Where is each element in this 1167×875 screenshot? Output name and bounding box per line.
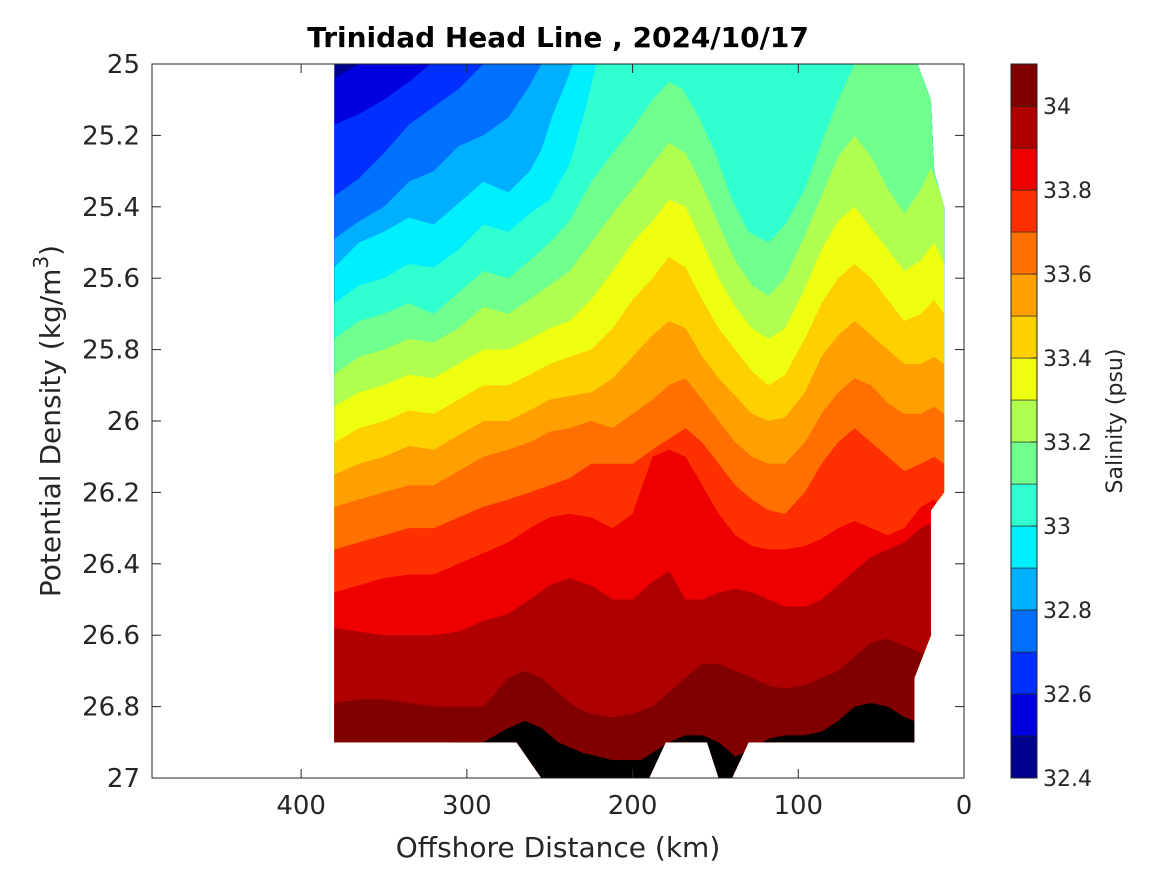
colorbar-tick-label: 33.2 (1043, 431, 1092, 456)
colorbar-tick-label: 34 (1043, 95, 1071, 120)
x-tick-label: 400 (276, 791, 326, 821)
y-tick-label: 25.4 (82, 193, 140, 223)
colorbar-segment (1010, 231, 1038, 275)
colorbar-segment (1010, 105, 1038, 149)
colorbar-segment (1010, 609, 1038, 653)
colorbar-ticks: 32.4 32.6 32.8 33 33.2 33.4 33.6 33.8 34 (1031, 95, 1092, 792)
colorbar-segment (1010, 147, 1038, 191)
y-tick-label: 26 (107, 407, 140, 437)
y-axis-label: Potential Density (kg/m3) (29, 245, 67, 597)
colorbar-label: Salinity (psu) (1103, 349, 1128, 494)
colorbar-segment (1010, 189, 1038, 233)
x-tick-label: 200 (608, 791, 658, 821)
colorbar-frame (1010, 63, 1038, 779)
colorbar (1010, 63, 1038, 779)
colorbar-tick-label: 33 (1043, 515, 1071, 540)
colorbar-tick-label: 32.8 (1043, 599, 1092, 624)
colorbar-segment (1010, 483, 1038, 527)
contour-fills (334, 64, 945, 778)
colorbar-tick-label: 33.6 (1043, 263, 1092, 288)
colorbar-segment (1010, 315, 1038, 359)
y-tick-label: 26.4 (82, 550, 140, 580)
plot-area (152, 64, 964, 778)
colorbar-tick-label: 33.8 (1043, 179, 1092, 204)
y-axis: 25 25.2 25.4 25.6 25.8 26 26.2 26.4 26.6 26.8 27 (82, 50, 964, 794)
colorbar-segment (1010, 441, 1038, 485)
y-tick-label: 25.2 (82, 121, 140, 151)
chart-title: Trinidad Head Line , 2024/10/17 (307, 21, 809, 54)
y-tick-label: 27 (107, 764, 140, 794)
colorbar-segment (1010, 525, 1038, 569)
y-tick-label: 25.6 (82, 264, 140, 294)
y-tick-label: 25.8 (82, 336, 140, 366)
colorbar-segment (1010, 567, 1038, 611)
colorbar-segment (1010, 735, 1038, 779)
colorbar-segment (1010, 63, 1038, 107)
colorbar-segment (1010, 651, 1038, 695)
x-tick-label: 300 (442, 791, 492, 821)
y-tick-label: 25 (107, 50, 140, 80)
colorbar-tick-label: 33.4 (1043, 347, 1092, 372)
x-axis: 400 300 200 100 0 (276, 64, 972, 821)
y-axis-label-close: ) (34, 245, 67, 256)
y-axis-label-superscript: 3 (29, 256, 53, 269)
y-tick-label: 26.8 (82, 693, 140, 723)
y-tick-label: 26.6 (82, 621, 140, 651)
x-tick-label: 0 (956, 791, 973, 821)
colorbar-segment (1010, 693, 1038, 737)
colorbar-segment (1010, 357, 1038, 401)
colorbar-segment (1010, 399, 1038, 443)
colorbar-tick-label: 32.4 (1043, 767, 1092, 792)
x-axis-label: Offshore Distance (km) (396, 831, 721, 864)
colorbar-tick-label: 32.6 (1043, 683, 1092, 708)
x-tick-label: 100 (773, 791, 823, 821)
y-tick-label: 26.2 (82, 478, 140, 508)
colorbar-segment (1010, 273, 1038, 317)
y-axis-label-main: Potential Density (kg/m (34, 269, 67, 598)
